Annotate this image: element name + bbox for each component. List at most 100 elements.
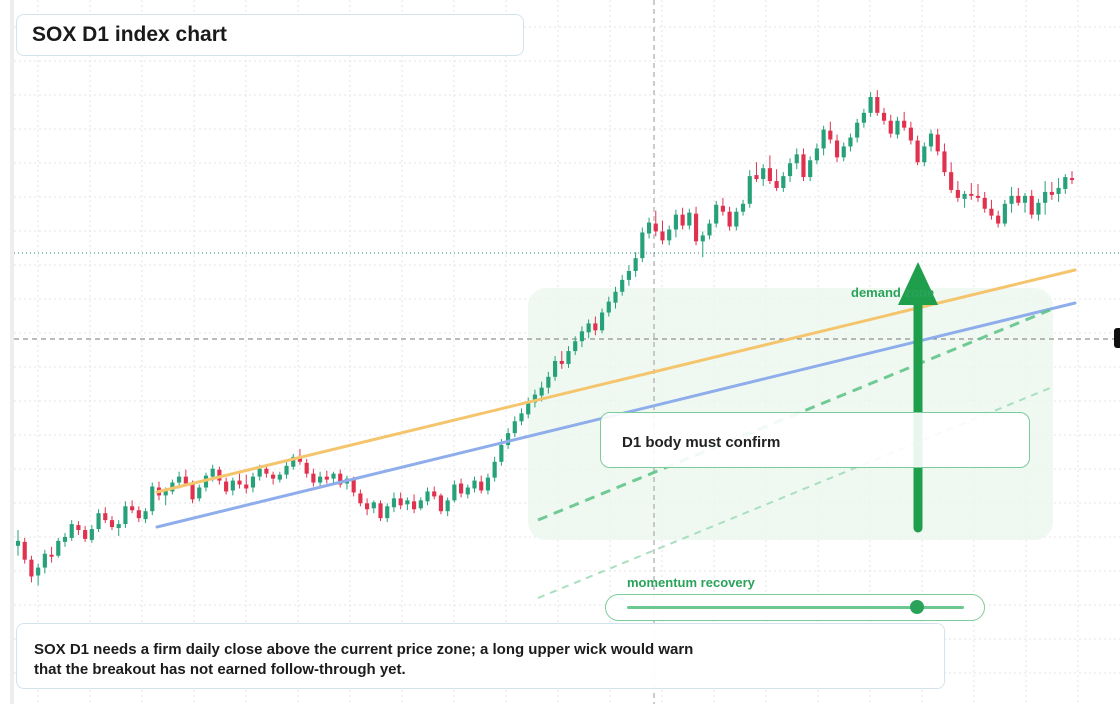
candle (459, 478, 464, 498)
candle (552, 356, 558, 381)
candle (324, 470, 329, 484)
candle-body (271, 474, 276, 479)
candle-body (808, 160, 813, 178)
candle (150, 482, 155, 516)
candle (505, 428, 511, 449)
candle-body (284, 465, 289, 475)
candle-body (36, 567, 41, 576)
candle (787, 158, 793, 183)
candle (277, 471, 282, 483)
candle (626, 265, 631, 286)
candle (593, 316, 598, 336)
candle-body (123, 506, 128, 525)
candle (56, 537, 61, 558)
candle (761, 164, 766, 186)
candle-body (116, 524, 121, 529)
candle-body (969, 193, 974, 196)
candle (888, 114, 893, 138)
candle-body (89, 529, 94, 540)
candle-body (311, 473, 316, 483)
candle-body (526, 401, 531, 415)
candle (928, 129, 934, 152)
candle-body (787, 163, 793, 177)
candle-body (566, 351, 571, 364)
candle-body (707, 223, 712, 236)
candle (996, 210, 1001, 228)
candle-body (371, 502, 376, 509)
candle (479, 475, 484, 494)
candle-body (559, 360, 564, 364)
candle (311, 468, 316, 487)
candle (781, 172, 786, 192)
candle (734, 207, 739, 231)
candle-body (250, 476, 256, 488)
candle-body (593, 323, 598, 331)
candle-body (109, 520, 115, 528)
price-scale-marker (1114, 328, 1120, 348)
candle (774, 169, 779, 191)
candle (606, 296, 611, 317)
candle-body (855, 122, 860, 138)
candle (707, 219, 712, 240)
candle-body (633, 258, 638, 272)
candle (237, 473, 242, 489)
candle (284, 460, 289, 479)
candle (814, 143, 819, 165)
candle-body (42, 553, 47, 568)
candle (358, 489, 363, 507)
candle-body (1063, 177, 1068, 189)
candle-body (626, 271, 631, 280)
candle-body (15, 540, 21, 546)
candle-body (720, 205, 725, 212)
candle-body (338, 473, 343, 485)
candle (868, 92, 873, 117)
candle-body (821, 129, 826, 149)
candle (143, 508, 148, 524)
candle (680, 207, 685, 230)
candle-body (935, 134, 940, 152)
momentum-knob (909, 600, 924, 614)
candle (89, 525, 94, 543)
candle (754, 162, 759, 183)
candle (613, 286, 618, 309)
candle (1056, 178, 1061, 202)
candle-body (532, 394, 538, 403)
candle (1022, 192, 1028, 213)
candle-body (767, 168, 772, 182)
candle (794, 148, 799, 170)
candle (123, 501, 128, 529)
candle-body (828, 130, 833, 140)
candle (42, 549, 47, 574)
candle (136, 506, 141, 523)
candle (291, 453, 296, 470)
candle-body (177, 476, 182, 483)
candle-body (76, 525, 81, 531)
candle-body (579, 331, 585, 342)
candle-body (136, 510, 141, 519)
candle-body (888, 120, 893, 134)
candle-body (613, 291, 618, 303)
candle (69, 520, 74, 541)
candle (492, 456, 497, 482)
candle-body (29, 559, 34, 577)
candle (1043, 181, 1048, 215)
candle-body (982, 197, 987, 209)
candle-body (955, 189, 960, 198)
candle-body (385, 506, 390, 519)
candle (902, 111, 907, 131)
candle-body (734, 211, 739, 227)
candle-body (237, 480, 242, 485)
candle-body (841, 146, 846, 158)
candle-body (244, 484, 249, 489)
candle-body (928, 133, 934, 147)
candle-body (1036, 202, 1041, 215)
candle (660, 220, 665, 245)
candle-body (908, 127, 913, 141)
analysis-note-text: SOX D1 needs a firm daily close above th… (34, 641, 694, 678)
candle (197, 484, 202, 502)
candle-body (452, 484, 457, 501)
candle-body (499, 444, 504, 462)
candle-body (432, 491, 437, 497)
candle-body (304, 462, 309, 474)
candle (720, 197, 725, 216)
